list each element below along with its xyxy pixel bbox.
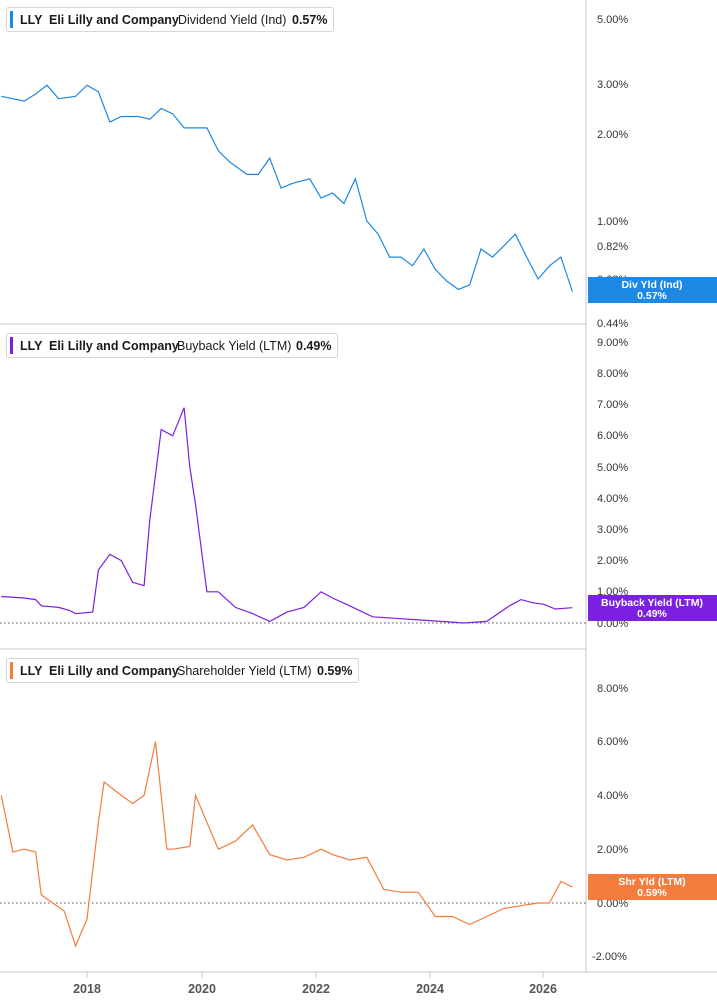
legend-buyback: LLY Eli Lilly and Company Buyback Yield …	[6, 333, 338, 358]
buyback-current-tag: Buyback Yield (LTM) 0.49%	[588, 595, 717, 621]
y-tick-label: 2.00%	[597, 555, 628, 567]
y-tick-label: 8.00%	[597, 368, 628, 380]
legend-shareholder: LLY Eli Lilly and Company Shareholder Yi…	[6, 658, 359, 683]
x-tick-label: 2024	[416, 982, 444, 996]
legend-ticker: LLY	[20, 664, 43, 678]
x-tick-label: 2022	[302, 982, 330, 996]
y-tick-label: 9.00%	[597, 337, 628, 349]
buyback-tag-label: Buyback Yield (LTM)	[601, 597, 703, 609]
y-ticks-shareholder: 8.00% 6.00% 4.00% 2.00% 0.00% -2.00%	[592, 683, 628, 963]
dividend-tag-label: Div Yld (Ind)	[621, 279, 682, 291]
y-tick-label: 2.00%	[597, 129, 628, 141]
y-tick-label: 3.00%	[597, 79, 628, 91]
dividend-yield-line	[1, 84, 573, 292]
x-tick-label: 2026	[529, 982, 557, 996]
y-tick-label: 5.00%	[597, 14, 628, 26]
dividend-tag-box	[588, 277, 717, 303]
y-tick-label: 0.00%	[597, 898, 628, 910]
legend-box	[6, 7, 334, 32]
x-tick-label: 2018	[73, 982, 101, 996]
legend-company: Eli Lilly and Company	[49, 664, 179, 678]
panel-buyback-yield: 9.00% 8.00% 7.00% 6.00% 5.00% 4.00% 3.00…	[0, 333, 717, 630]
legend-value: 0.59%	[317, 664, 352, 678]
y-tick-label: -2.00%	[592, 951, 627, 963]
legend-metric: Shareholder Yield (LTM)	[177, 664, 312, 678]
legend-box	[6, 658, 359, 683]
y-tick-label: 7.00%	[597, 399, 628, 411]
panel-shareholder-yield: 8.00% 6.00% 4.00% 2.00% 0.00% -2.00% Shr…	[0, 658, 717, 963]
y-tick-label: 6.00%	[597, 430, 628, 442]
y-tick-label: 1.00%	[597, 216, 628, 228]
y-tick-label: 5.00%	[597, 462, 628, 474]
y-tick-label: 2.00%	[597, 844, 628, 856]
buyback-tag-value: 0.49%	[637, 608, 667, 620]
legend-ticker: LLY	[20, 13, 43, 27]
y-tick-label: 8.00%	[597, 683, 628, 695]
legend-color-bar	[10, 337, 13, 354]
x-tick-label: 2020	[188, 982, 216, 996]
legend-company: Eli Lilly and Company	[49, 13, 179, 27]
legend-color-bar	[10, 11, 13, 28]
shareholder-current-tag: Shr Yld (LTM) 0.59%	[588, 874, 717, 900]
y-tick-label: 3.00%	[597, 524, 628, 536]
shareholder-tag-value: 0.59%	[637, 887, 667, 899]
y-tick-label: 0.44%	[597, 318, 628, 330]
legend-box	[6, 333, 338, 358]
dividend-current-tag: Div Yld (Ind) 0.57%	[588, 277, 717, 303]
buyback-yield-line	[1, 407, 573, 624]
panel-dividend-yield: 5.00% 3.00% 2.00% 1.00% 0.82% 0.63% 0.44…	[1, 7, 717, 330]
buyback-tag-box	[588, 595, 717, 621]
dividend-tag-value: 0.57%	[637, 290, 667, 302]
x-axis: 2018 2020 2022 2024 2026	[73, 972, 557, 996]
y-tick-label: 4.00%	[597, 790, 628, 802]
legend-company: Eli Lilly and Company	[49, 339, 179, 353]
shareholder-tag-box	[588, 874, 717, 900]
y-tick-label: 6.00%	[597, 736, 628, 748]
shareholder-yield-line	[0, 741, 573, 948]
legend-value: 0.49%	[296, 339, 331, 353]
legend-color-bar	[10, 662, 13, 679]
y-tick-label: 4.00%	[597, 493, 628, 505]
legend-value: 0.57%	[292, 13, 327, 27]
legend-metric: Buyback Yield (LTM)	[177, 339, 291, 353]
legend-ticker: LLY	[20, 339, 43, 353]
shareholder-tag-label: Shr Yld (LTM)	[618, 876, 685, 888]
legend-metric: Dividend Yield (Ind)	[178, 13, 286, 27]
y-tick-label: 0.82%	[597, 241, 628, 253]
legend-dividend: LLY Eli Lilly and Company Dividend Yield…	[6, 7, 334, 32]
